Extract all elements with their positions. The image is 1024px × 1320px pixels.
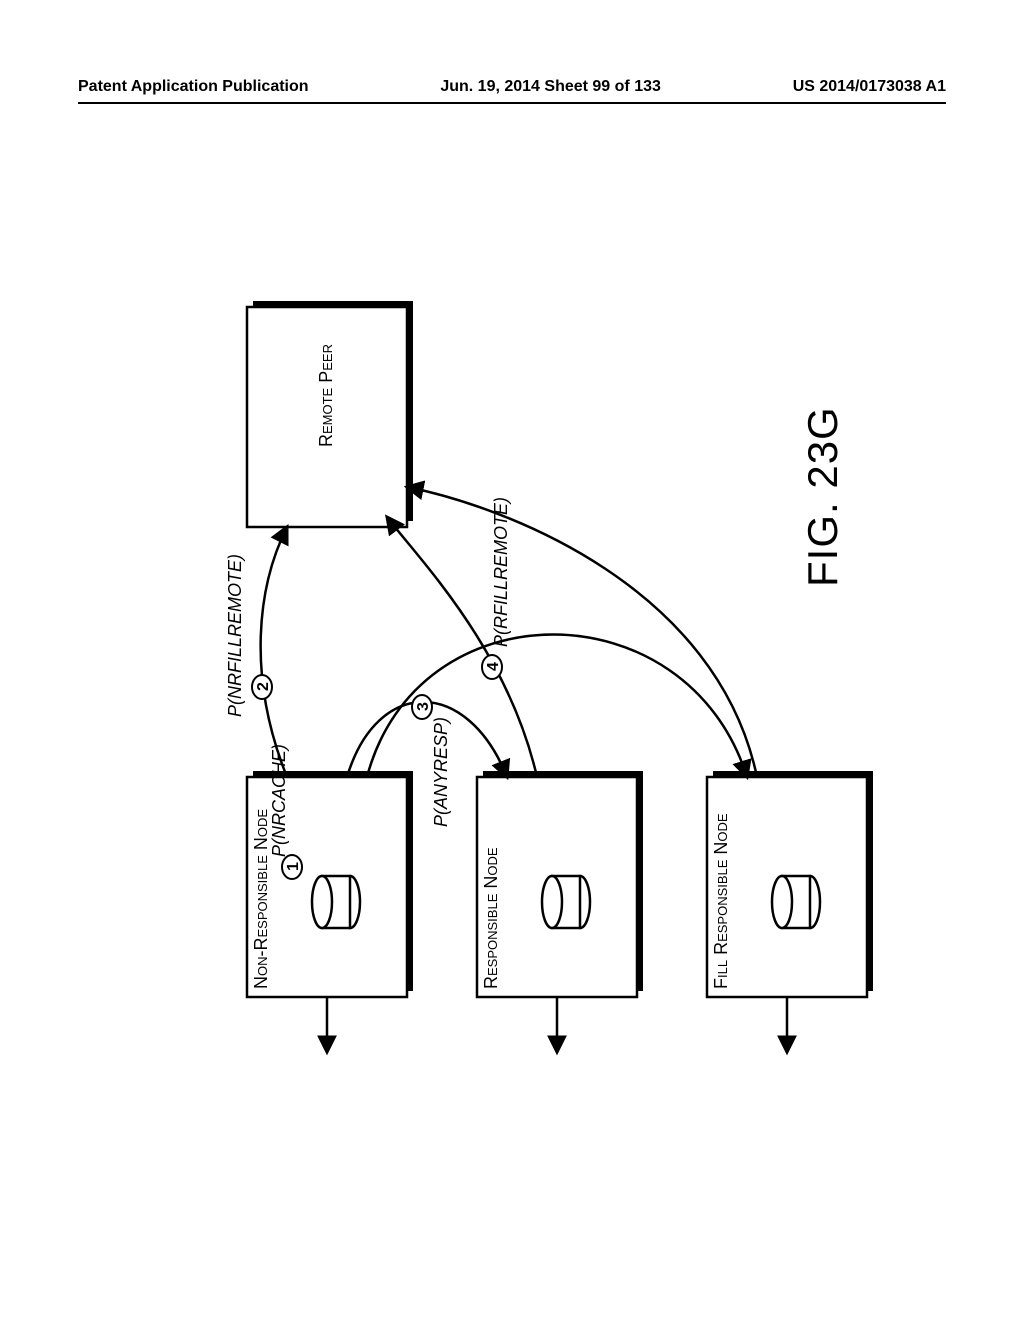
svg-text:3: 3 <box>415 702 432 711</box>
cylinder-icon <box>542 876 590 928</box>
svg-text:4: 4 <box>485 662 502 671</box>
cylinder-icon <box>312 876 360 928</box>
responsible-node-label: Responsible Node <box>481 847 501 989</box>
page: Patent Application Publication Jun. 19, … <box>0 0 1024 1320</box>
edge-nr-to-remote <box>261 527 287 777</box>
edge-resp-to-remote <box>387 517 537 777</box>
label-anyresp: P(ANYRESP) <box>431 717 451 827</box>
step-2: 2 <box>252 675 272 699</box>
edge-fillresp-to-remote <box>407 487 757 777</box>
step-4: 4 <box>482 655 502 679</box>
fill-responsible-node-label: Fill Responsible Node <box>711 813 731 989</box>
label-nrfillremote: P(NRFILLREMOTE) <box>225 554 245 717</box>
non-responsible-node-label: Non-Responsible Node <box>251 809 271 989</box>
figure-label: FIG. 23G <box>799 406 846 587</box>
step-1: 1 <box>282 855 302 879</box>
svg-text:1: 1 <box>285 862 302 871</box>
label-rfillremote: P(RFILLREMOTE) <box>491 497 511 647</box>
remote-peer-label: Remote Peer <box>316 344 336 447</box>
label-nrcache: P(NRCACHE) <box>269 744 289 857</box>
svg-text:2: 2 <box>255 682 272 691</box>
remote-peer-box: Remote Peer <box>247 301 413 527</box>
diagram-svg: Non-Responsible Node Responsible Node <box>0 0 1024 1320</box>
step-3: 3 <box>412 695 432 719</box>
fill-responsible-node-box: Fill Responsible Node <box>707 771 873 997</box>
responsible-node-box: Responsible Node <box>477 771 643 997</box>
cylinder-icon <box>772 876 820 928</box>
